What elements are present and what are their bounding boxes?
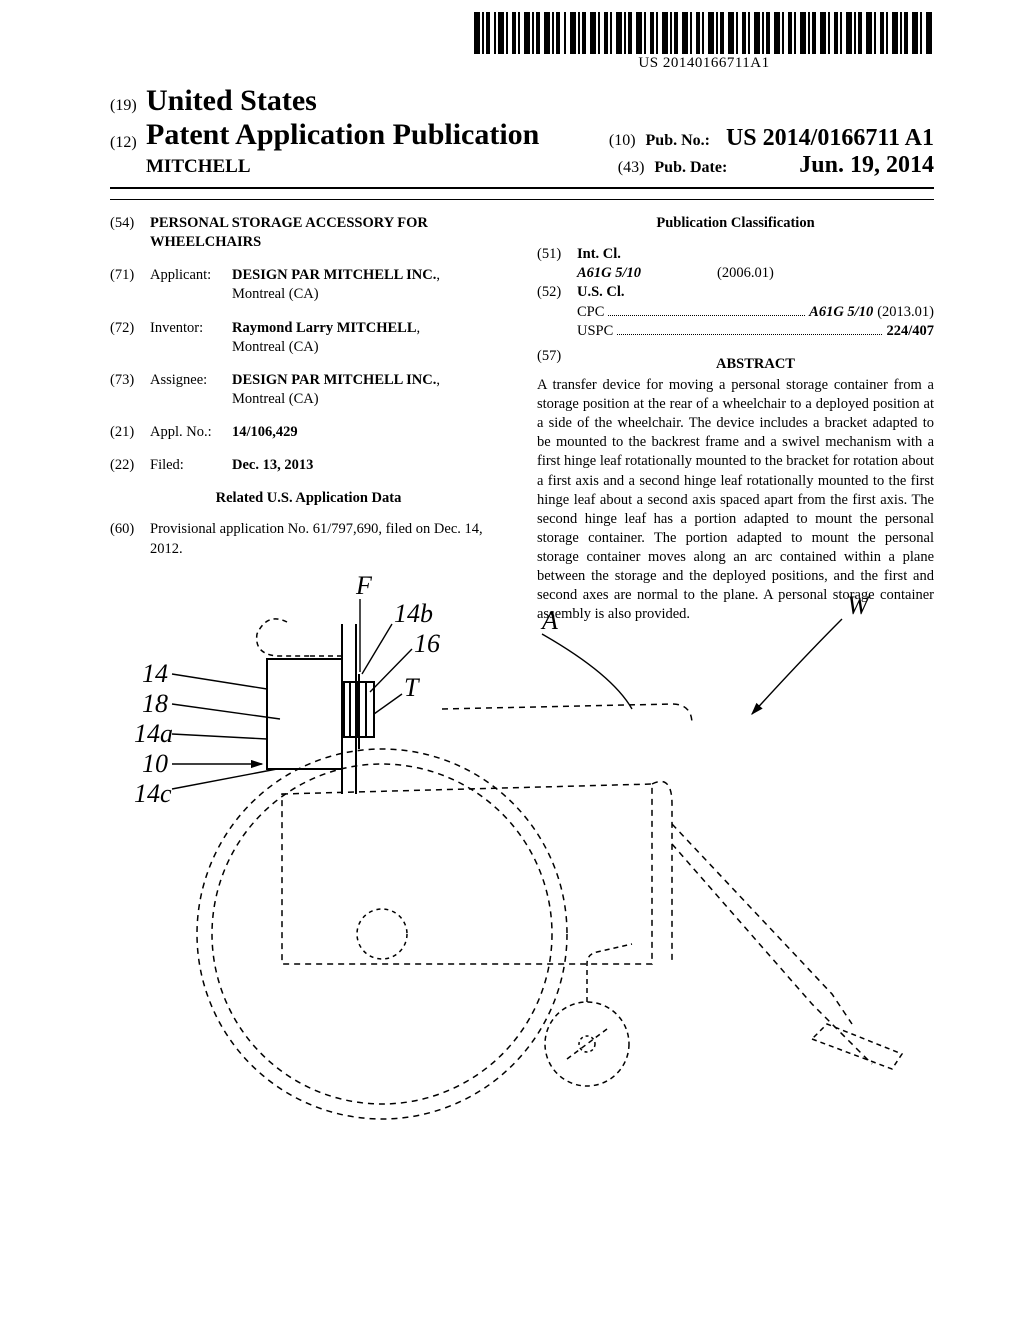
intcl-row: A61G 5/10 (2006.01) bbox=[577, 264, 934, 283]
f22-num: (22) bbox=[110, 456, 150, 475]
country: United States bbox=[146, 84, 317, 118]
f52-label: U.S. Cl. bbox=[577, 283, 625, 302]
assignee-loc: Montreal (CA) bbox=[232, 391, 319, 407]
assignee-name: DESIGN PAR MITCHELL INC. bbox=[232, 372, 436, 388]
lbl-F: F bbox=[355, 571, 373, 600]
title-line2: WHEELCHAIRS bbox=[150, 234, 261, 250]
field-assignee: (73) Assignee: DESIGN PAR MITCHELL INC.,… bbox=[110, 371, 507, 409]
lbl-18: 18 bbox=[142, 689, 168, 718]
patent-page: US 20140166711A1 (19) United States (12)… bbox=[0, 0, 1024, 1320]
f71-num: (71) bbox=[110, 266, 150, 304]
field-applicant: (71) Applicant: DESIGN PAR MITCHELL INC.… bbox=[110, 266, 507, 304]
lbl-10: 10 bbox=[142, 749, 168, 778]
f60-num: (60) bbox=[110, 520, 150, 558]
right-column: Publication Classification (51) Int. Cl.… bbox=[537, 214, 934, 625]
applicant-loc: Montreal (CA) bbox=[232, 286, 319, 302]
header-block: (19) United States (12) Patent Applicati… bbox=[110, 84, 934, 179]
pubdate-label: Pub. Date: bbox=[654, 159, 727, 176]
cpc-row: CPC A61G 5/10 (2013.01) bbox=[577, 303, 934, 322]
provisional-text: Provisional application No. 61/797,690, … bbox=[150, 520, 507, 558]
barcode-block: US 20140166711A1 bbox=[474, 12, 934, 72]
wheelchair-drawing: 14 18 14a 10 14c 14b 16 F T A W bbox=[110, 564, 934, 1124]
f54-num: (54) bbox=[110, 214, 150, 252]
lbl-14b: 14b bbox=[394, 599, 433, 628]
applicant-name: DESIGN PAR MITCHELL INC. bbox=[232, 267, 436, 283]
field-applno: (21) Appl. No.: 14/106,429 bbox=[110, 423, 507, 442]
classification-header: Publication Classification bbox=[537, 214, 934, 233]
pubdate-code: (43) bbox=[618, 159, 645, 176]
field-inventor: (72) Inventor: Raymond Larry MITCHELL, M… bbox=[110, 319, 507, 357]
f22-label: Filed: bbox=[150, 456, 232, 475]
f72-label: Inventor: bbox=[150, 319, 232, 357]
lbl-14c: 14c bbox=[134, 779, 172, 808]
lbl-A: A bbox=[540, 606, 558, 635]
pubno: US 2014/0166711 A1 bbox=[726, 125, 934, 151]
f71-label: Applicant: bbox=[150, 266, 232, 304]
patent-figure: 14 18 14a 10 14c 14b 16 F T A W bbox=[110, 564, 934, 1124]
dot-leader-icon bbox=[617, 333, 882, 335]
abstract-heading-row: (57) ABSTRACT bbox=[537, 347, 934, 374]
field-title: (54) PERSONAL STORAGE ACCESSORY FOR WHEE… bbox=[110, 214, 507, 252]
f21-label: Appl. No.: bbox=[150, 423, 232, 442]
divider-thick bbox=[110, 187, 934, 189]
left-column: (54) PERSONAL STORAGE ACCESSORY FOR WHEE… bbox=[110, 214, 507, 625]
barcode-graphic bbox=[474, 12, 934, 54]
appl-no: 14/106,429 bbox=[232, 423, 298, 442]
lbl-16: 16 bbox=[414, 629, 440, 658]
f52-num: (52) bbox=[537, 283, 577, 302]
f73-label: Assignee: bbox=[150, 371, 232, 409]
cpc-label: CPC bbox=[577, 303, 604, 322]
field-uscl: (52) U.S. Cl. bbox=[537, 283, 934, 302]
assignee-value: DESIGN PAR MITCHELL INC., Montreal (CA) bbox=[232, 371, 440, 409]
invention-title: PERSONAL STORAGE ACCESSORY FOR WHEELCHAI… bbox=[150, 214, 428, 252]
uspc-val: 224/407 bbox=[886, 322, 934, 341]
applicant-value: DESIGN PAR MITCHELL INC., Montreal (CA) bbox=[232, 266, 440, 304]
lbl-T: T bbox=[404, 673, 420, 702]
cpc-val: A61G 5/10 bbox=[809, 303, 873, 322]
inventor-name: Raymond Larry MITCHELL bbox=[232, 320, 417, 336]
field-intcl: (51) Int. Cl. bbox=[537, 245, 934, 264]
intcl-class: A61G 5/10 bbox=[577, 264, 717, 283]
kind: Patent Application Publication bbox=[146, 118, 539, 152]
country-code: (19) bbox=[110, 97, 140, 115]
lbl-W: W bbox=[847, 591, 871, 620]
barcode-number: US 20140166711A1 bbox=[474, 55, 934, 72]
intcl-version: (2006.01) bbox=[717, 264, 774, 283]
field-provisional: (60) Provisional application No. 61/797,… bbox=[110, 520, 507, 558]
f51-num: (51) bbox=[537, 245, 577, 264]
kind-code: (12) bbox=[110, 134, 140, 152]
f21-num: (21) bbox=[110, 423, 150, 442]
title-line1: PERSONAL STORAGE ACCESSORY FOR bbox=[150, 215, 428, 231]
filed-date: Dec. 13, 2013 bbox=[232, 456, 313, 475]
f72-num: (72) bbox=[110, 319, 150, 357]
related-header: Related U.S. Application Data bbox=[110, 489, 507, 508]
biblio-columns: (54) PERSONAL STORAGE ACCESSORY FOR WHEE… bbox=[110, 214, 934, 625]
pubno-code: (10) bbox=[609, 132, 636, 149]
lbl-14: 14 bbox=[142, 659, 168, 688]
f57-num: (57) bbox=[537, 347, 577, 374]
uspc-label: USPC bbox=[577, 322, 613, 341]
inventor-value: Raymond Larry MITCHELL, Montreal (CA) bbox=[232, 319, 420, 357]
lbl-14a: 14a bbox=[134, 719, 173, 748]
f73-num: (73) bbox=[110, 371, 150, 409]
cpc-ver: (2013.01) bbox=[877, 303, 934, 322]
pubno-label: Pub. No.: bbox=[646, 132, 710, 149]
dot-leader-icon bbox=[608, 314, 805, 316]
pubdate: Jun. 19, 2014 bbox=[799, 152, 934, 178]
abstract-label: ABSTRACT bbox=[577, 355, 934, 374]
divider-thin bbox=[110, 199, 934, 200]
author: MITCHELL bbox=[146, 156, 251, 178]
f51-label: Int. Cl. bbox=[577, 245, 621, 264]
field-filed: (22) Filed: Dec. 13, 2013 bbox=[110, 456, 507, 475]
inventor-loc: Montreal (CA) bbox=[232, 339, 319, 355]
uspc-row: USPC 224/407 bbox=[577, 322, 934, 341]
